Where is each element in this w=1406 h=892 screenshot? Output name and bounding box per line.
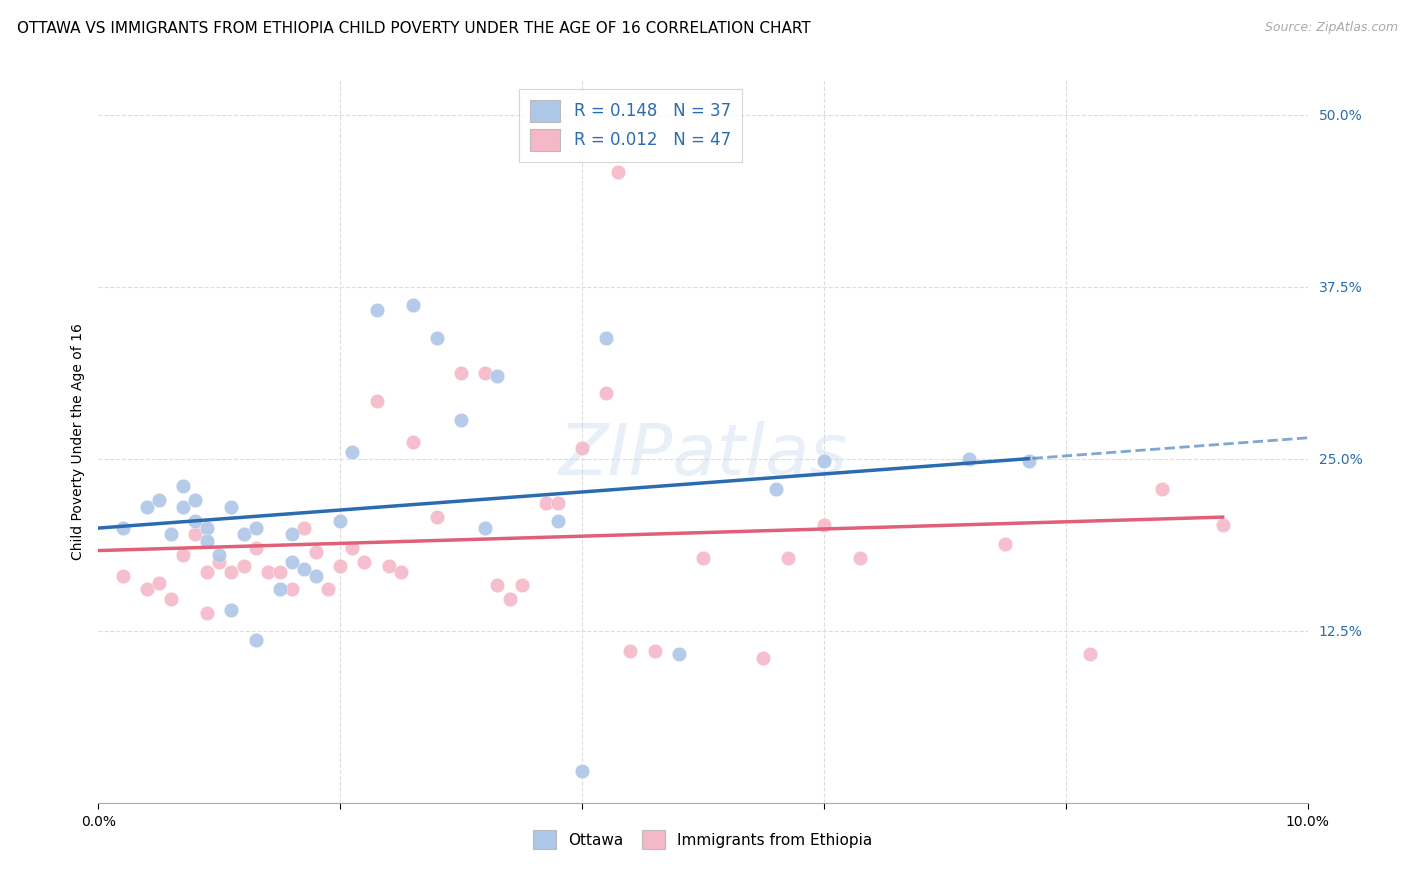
Point: [195, 534, 218, 549]
Point: [292, 520, 315, 534]
Point: [1212, 517, 1234, 532]
Text: Source: ZipAtlas.com: Source: ZipAtlas.com: [1264, 21, 1398, 35]
Point: [776, 550, 799, 565]
Point: [329, 514, 352, 528]
Point: [644, 644, 666, 658]
Point: [172, 548, 194, 562]
Point: [474, 367, 496, 381]
Point: [426, 331, 449, 345]
Point: [486, 578, 509, 592]
Point: [281, 582, 304, 597]
Point: [269, 565, 291, 579]
Point: [595, 331, 617, 345]
Point: [1078, 647, 1101, 661]
Point: [305, 568, 328, 582]
Point: [571, 441, 593, 455]
Point: [342, 445, 364, 459]
Point: [281, 527, 304, 541]
Point: [305, 545, 328, 559]
Point: [208, 555, 231, 569]
Point: [668, 647, 690, 661]
Point: [245, 633, 267, 648]
Point: [957, 451, 980, 466]
Point: [813, 517, 835, 532]
Point: [221, 603, 243, 617]
Point: [498, 592, 520, 607]
Point: [184, 527, 207, 541]
Point: [402, 435, 425, 450]
Point: [510, 578, 533, 592]
Point: [111, 520, 134, 534]
Point: [269, 582, 291, 597]
Point: [221, 500, 243, 514]
Point: [208, 548, 231, 562]
Point: [148, 493, 170, 508]
Point: [256, 565, 278, 579]
Point: [172, 500, 194, 514]
Point: [135, 582, 157, 597]
Point: [1018, 454, 1040, 468]
Legend: Ottawa, Immigrants from Ethiopia: Ottawa, Immigrants from Ethiopia: [526, 822, 880, 856]
Y-axis label: Child Poverty Under the Age of 16: Child Poverty Under the Age of 16: [70, 323, 84, 560]
Point: [486, 369, 509, 384]
Point: [281, 555, 304, 569]
Point: [534, 496, 557, 510]
Point: [316, 582, 339, 597]
Point: [1152, 482, 1174, 496]
Point: [160, 527, 183, 541]
Point: [377, 559, 399, 574]
Point: [221, 565, 243, 579]
Point: [353, 555, 375, 569]
Point: [195, 520, 218, 534]
Point: [607, 165, 630, 179]
Text: ZIPatlas: ZIPatlas: [558, 422, 848, 491]
Point: [135, 500, 157, 514]
Point: [172, 479, 194, 493]
Point: [342, 541, 364, 556]
Point: [366, 303, 388, 318]
Point: [450, 413, 472, 427]
Point: [232, 527, 254, 541]
Point: [245, 520, 267, 534]
Point: [195, 606, 218, 620]
Point: [813, 454, 835, 468]
Point: [547, 514, 569, 528]
Point: [426, 509, 449, 524]
Point: [195, 565, 218, 579]
Point: [692, 550, 714, 565]
Point: [389, 565, 412, 579]
Point: [184, 493, 207, 508]
Point: [184, 514, 207, 528]
Point: [292, 562, 315, 576]
Point: [232, 559, 254, 574]
Point: [450, 367, 472, 381]
Point: [595, 385, 617, 400]
Point: [547, 496, 569, 510]
Point: [752, 651, 775, 665]
Point: [994, 537, 1017, 551]
Point: [849, 550, 872, 565]
Point: [402, 297, 425, 311]
Point: [474, 520, 496, 534]
Point: [366, 393, 388, 408]
Point: [571, 764, 593, 779]
Point: [160, 592, 183, 607]
Text: OTTAWA VS IMMIGRANTS FROM ETHIOPIA CHILD POVERTY UNDER THE AGE OF 16 CORRELATION: OTTAWA VS IMMIGRANTS FROM ETHIOPIA CHILD…: [17, 21, 811, 37]
Point: [111, 568, 134, 582]
Point: [245, 541, 267, 556]
Point: [148, 575, 170, 590]
Point: [619, 644, 641, 658]
Point: [329, 559, 352, 574]
Point: [765, 482, 787, 496]
